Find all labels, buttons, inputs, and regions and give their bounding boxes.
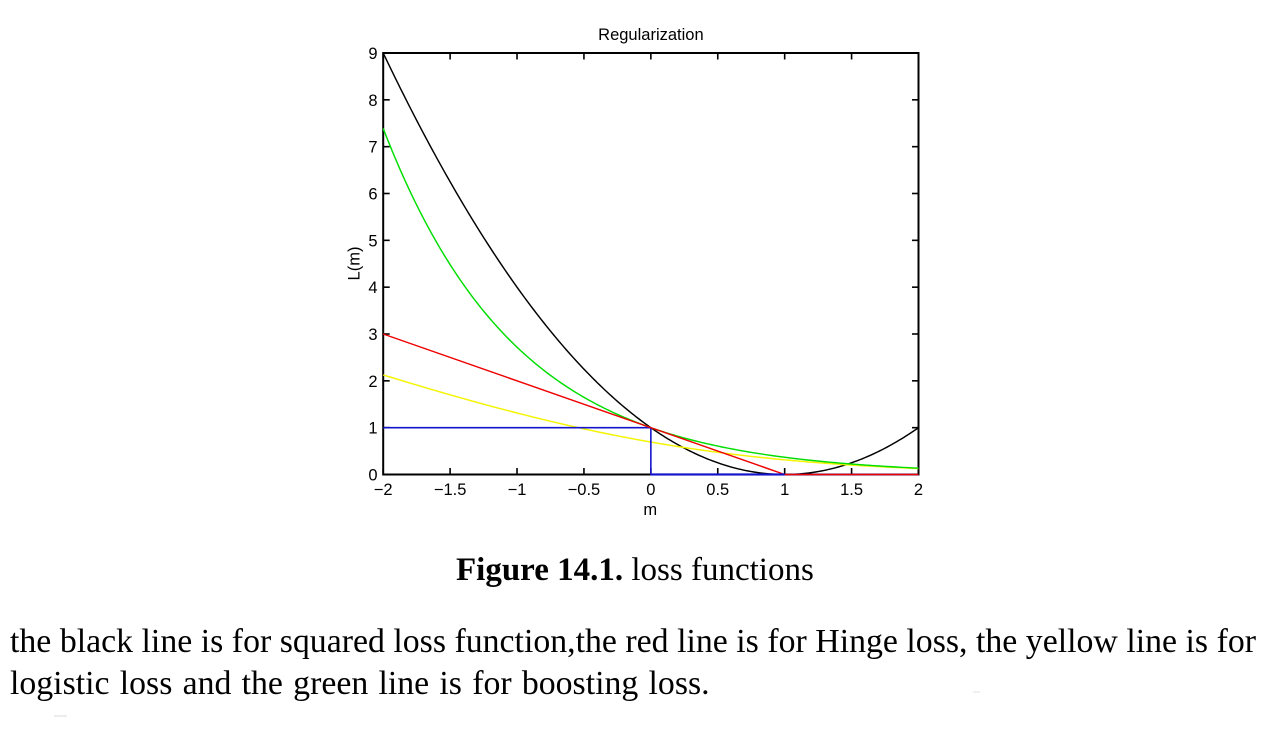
- svg-text:−1.5: −1.5: [434, 481, 467, 499]
- svg-text:m: m: [643, 501, 657, 519]
- svg-text:2: 2: [914, 481, 923, 499]
- svg-text:3: 3: [368, 326, 377, 344]
- svg-text:1: 1: [780, 481, 789, 499]
- svg-text:1: 1: [368, 420, 377, 438]
- svg-text:L(m): L(m): [346, 247, 364, 281]
- svg-text:−0.5: −0.5: [568, 481, 601, 499]
- svg-text:7: 7: [368, 139, 377, 157]
- svg-text:2: 2: [368, 373, 377, 391]
- svg-text:4: 4: [368, 279, 377, 297]
- svg-text:−1: −1: [508, 481, 527, 499]
- svg-text:0: 0: [368, 467, 377, 485]
- svg-text:−2: −2: [374, 481, 393, 499]
- svg-text:1.5: 1.5: [840, 481, 863, 499]
- svg-text:8: 8: [368, 92, 377, 110]
- svg-text:0: 0: [646, 481, 655, 499]
- svg-text:Regularization: Regularization: [598, 26, 703, 44]
- svg-text:6: 6: [368, 186, 377, 204]
- svg-text:0.5: 0.5: [706, 481, 729, 499]
- svg-text:9: 9: [368, 45, 377, 63]
- svg-text:5: 5: [368, 232, 377, 250]
